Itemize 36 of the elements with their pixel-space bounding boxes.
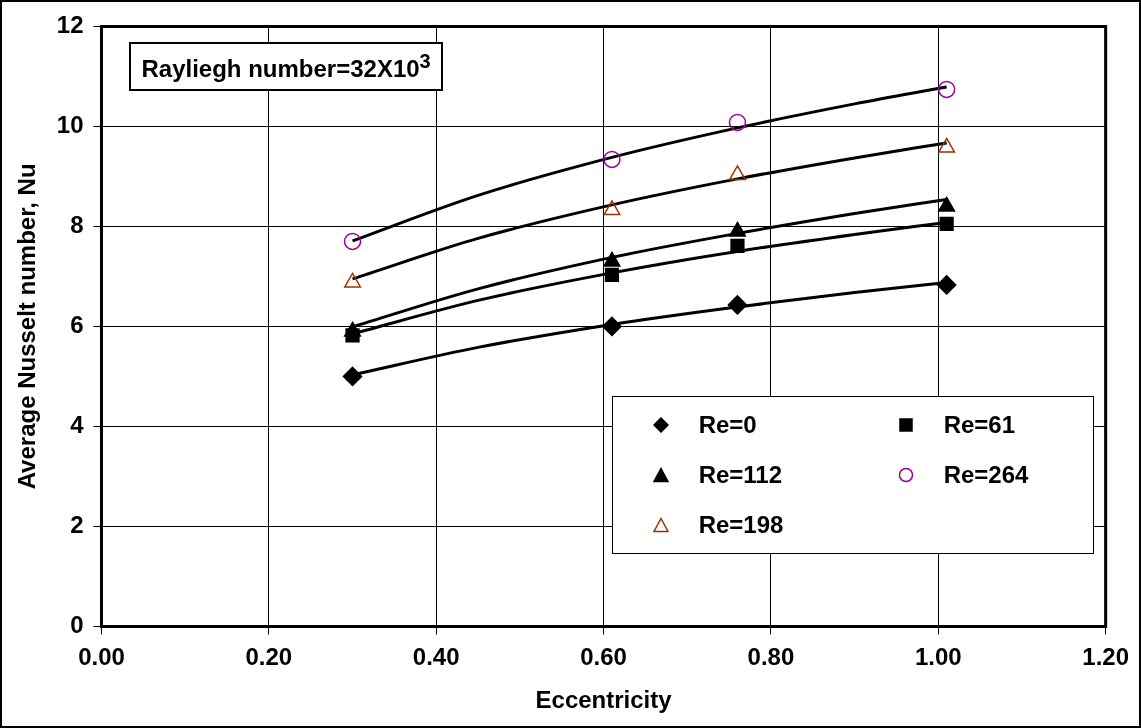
legend-label: Re=198 xyxy=(698,511,784,540)
x-tick-label: 1.00 xyxy=(914,643,962,671)
y-tick-label: 0 xyxy=(70,611,84,639)
point xyxy=(603,150,621,169)
point xyxy=(342,366,363,387)
x-tick-label: 0.80 xyxy=(747,643,795,671)
x-tick-label: 0.00 xyxy=(78,643,125,671)
point xyxy=(937,80,956,99)
point xyxy=(604,267,620,283)
x-tick-label: 1.20 xyxy=(1082,643,1129,671)
y-tick-label: 2 xyxy=(70,511,84,539)
point xyxy=(728,113,747,132)
x-tick-label: 0.40 xyxy=(412,643,460,671)
y-tick-label: 10 xyxy=(56,111,84,139)
point xyxy=(603,200,621,216)
x-tick-label: 0.20 xyxy=(245,643,293,671)
x-tick-label: 0.60 xyxy=(580,643,627,671)
point xyxy=(343,232,362,251)
point xyxy=(727,295,748,315)
legend-label: Re=112 xyxy=(698,461,783,490)
legend-label: Re=264 xyxy=(943,461,1029,490)
point xyxy=(730,238,745,254)
point xyxy=(939,216,954,232)
legend-label: Re=0 xyxy=(698,411,757,440)
legend-label: Re=61 xyxy=(943,411,1016,440)
point xyxy=(728,165,746,181)
y-tick-label: 4 xyxy=(70,411,85,439)
point xyxy=(602,316,622,337)
y-tick-label: 6 xyxy=(70,311,84,339)
y-tick-label: 8 xyxy=(70,211,84,239)
y-axis-title: Average Nusselt number, Nu xyxy=(13,163,41,490)
point xyxy=(345,328,360,343)
point xyxy=(936,275,957,295)
y-tick-label: 12 xyxy=(56,11,84,39)
x-axis-title: Eccentricity xyxy=(535,686,673,714)
annotation: Rayliegh number=32X10$^{3}$ xyxy=(129,42,443,92)
